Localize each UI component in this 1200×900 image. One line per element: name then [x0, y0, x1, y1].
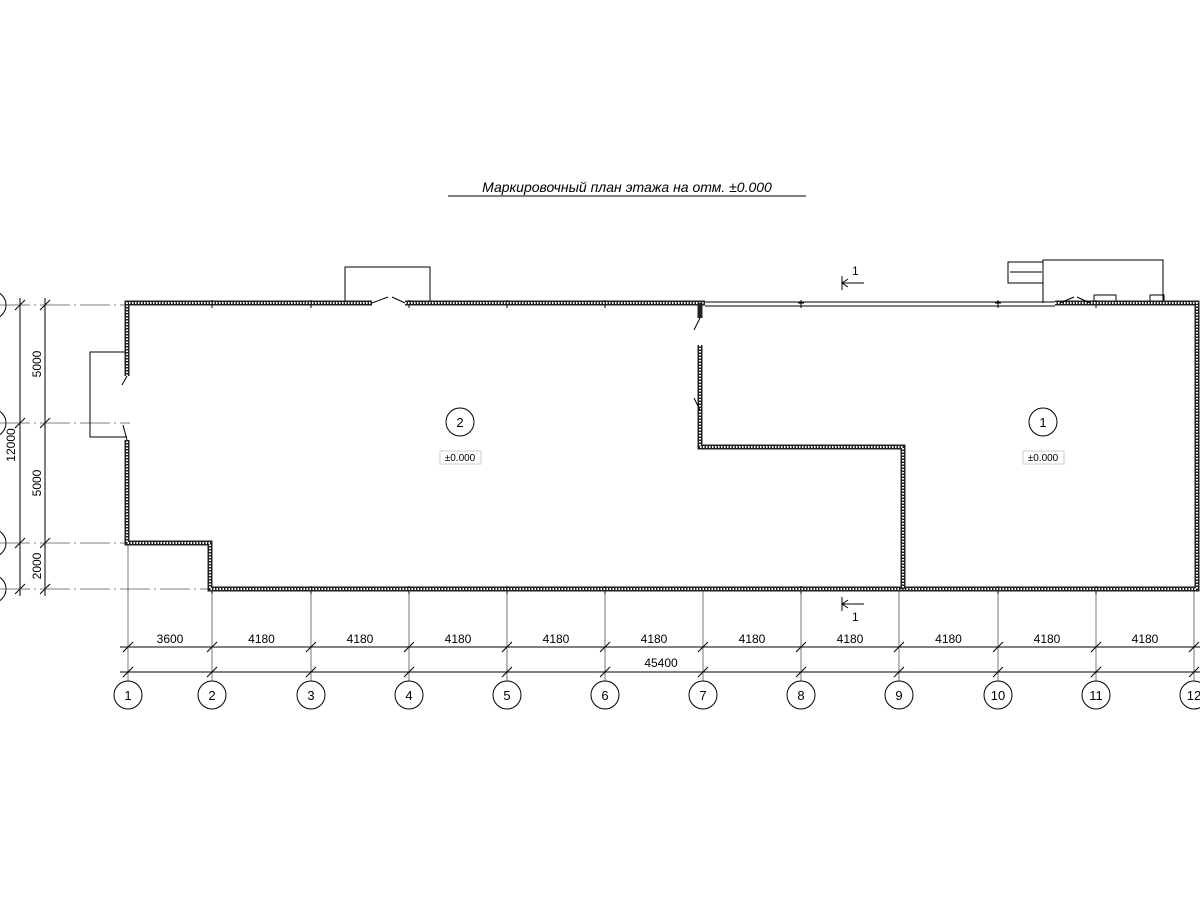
- axis-label: 9: [895, 688, 902, 703]
- dim-tick: [501, 641, 513, 653]
- axis-label: 12: [1187, 688, 1200, 703]
- room-level: ±0.000: [1028, 453, 1059, 464]
- annexes: [89, 259, 1165, 438]
- dim-value: 4180: [935, 632, 962, 646]
- dim-tick: [305, 666, 317, 678]
- grid-axes: 1 2 3 4 5 6 7 8 9 10 11 12: [0, 292, 1200, 710]
- dim-value: 4180: [739, 632, 766, 646]
- section-label: 1: [852, 264, 859, 278]
- dim-total: 12000: [4, 428, 18, 462]
- axis-label: 8: [797, 688, 804, 703]
- dim-tick: [893, 641, 905, 653]
- axis-label: 5: [503, 688, 510, 703]
- axis-label: 11: [1089, 688, 1103, 703]
- dim-tick: [697, 641, 709, 653]
- axis-bubble: [296, 680, 326, 710]
- section-mark-bottom: 1: [841, 597, 864, 624]
- room-number: 1: [1039, 415, 1046, 430]
- axis-bubble: [492, 680, 522, 710]
- dim-tick: [206, 666, 218, 678]
- dim-tick: [122, 641, 134, 653]
- axis-label: 7: [699, 688, 706, 703]
- dim-tick: [992, 666, 1004, 678]
- dim-value: 2000: [30, 552, 44, 579]
- dim-tick: [122, 666, 134, 678]
- axis-bubble: [197, 680, 227, 710]
- column-mark: [602, 300, 608, 594]
- axis-label: 4: [405, 688, 412, 703]
- axis-label: 10: [991, 688, 1005, 703]
- axis-label: 6: [601, 688, 608, 703]
- dim-value: 5000: [30, 469, 44, 496]
- column-mark: [798, 300, 804, 594]
- vertical-dimensions: 12000 5000 5000 2000: [4, 298, 46, 596]
- dim-tick: [206, 641, 218, 653]
- axis-label: 2: [208, 688, 215, 703]
- column-mark: [504, 300, 510, 594]
- dim-tick: [305, 641, 317, 653]
- room-level: ±0.000: [445, 453, 476, 464]
- axis-bubble: [590, 680, 620, 710]
- room-number: 2: [456, 415, 463, 430]
- dim-tick: [893, 666, 905, 678]
- room-1: 1 ±0.000: [1022, 407, 1065, 465]
- axis-label: 1: [124, 688, 131, 703]
- dim-value: 4180: [543, 632, 570, 646]
- dim-value: 5000: [30, 350, 44, 377]
- dim-tick: [1090, 666, 1102, 678]
- dim-value: 4180: [347, 632, 374, 646]
- section-label: 1: [852, 610, 859, 624]
- dim-value: 3600: [157, 632, 184, 646]
- dim-tick: [403, 666, 415, 678]
- dim-value: 4180: [1034, 632, 1061, 646]
- axis-bubble: [113, 680, 143, 710]
- room-2: 2 ±0.000: [439, 407, 482, 465]
- dim-tick: [1188, 666, 1200, 678]
- dim-value: 4180: [1132, 632, 1159, 646]
- column-mark: [1093, 300, 1099, 594]
- dim-value: 4180: [248, 632, 275, 646]
- dim-value: 4180: [837, 632, 864, 646]
- drawing-title: Маркировочный план этажа на отм. ±0.000: [482, 179, 772, 195]
- dim-tick: [795, 666, 807, 678]
- horizontal-dimensions: 45400 3600 4180 4180 4180 4180 4180 4180 4180 41…: [120, 632, 1200, 678]
- axis-bubble: [884, 680, 914, 710]
- dim-tick: [1188, 641, 1200, 653]
- dim-tick: [795, 641, 807, 653]
- dim-tick: [403, 641, 415, 653]
- dim-value: 4180: [445, 632, 472, 646]
- axis-label: 3: [307, 688, 314, 703]
- dim-tick: [599, 666, 611, 678]
- dim-value: 4180: [641, 632, 668, 646]
- dim-total: 45400: [644, 656, 678, 670]
- walls: [121, 296, 1200, 592]
- column-mark: [308, 300, 314, 594]
- dim-tick: [501, 666, 513, 678]
- axis-bubble: [983, 680, 1013, 710]
- section-mark-top: 1: [841, 264, 864, 290]
- dim-tick: [599, 641, 611, 653]
- column-mark: [995, 300, 1001, 594]
- axis-bubble: [786, 680, 816, 710]
- axis-bubble: [1179, 680, 1200, 710]
- horizontal-axis-lines: [0, 304, 212, 590]
- dim-tick: [992, 641, 1004, 653]
- axis-bubble: [688, 680, 718, 710]
- dim-tick: [1090, 641, 1102, 653]
- column-mark: [406, 300, 412, 594]
- axis-bubble: [394, 680, 424, 710]
- axis-bubble: [1081, 680, 1111, 710]
- dim-tick: [697, 666, 709, 678]
